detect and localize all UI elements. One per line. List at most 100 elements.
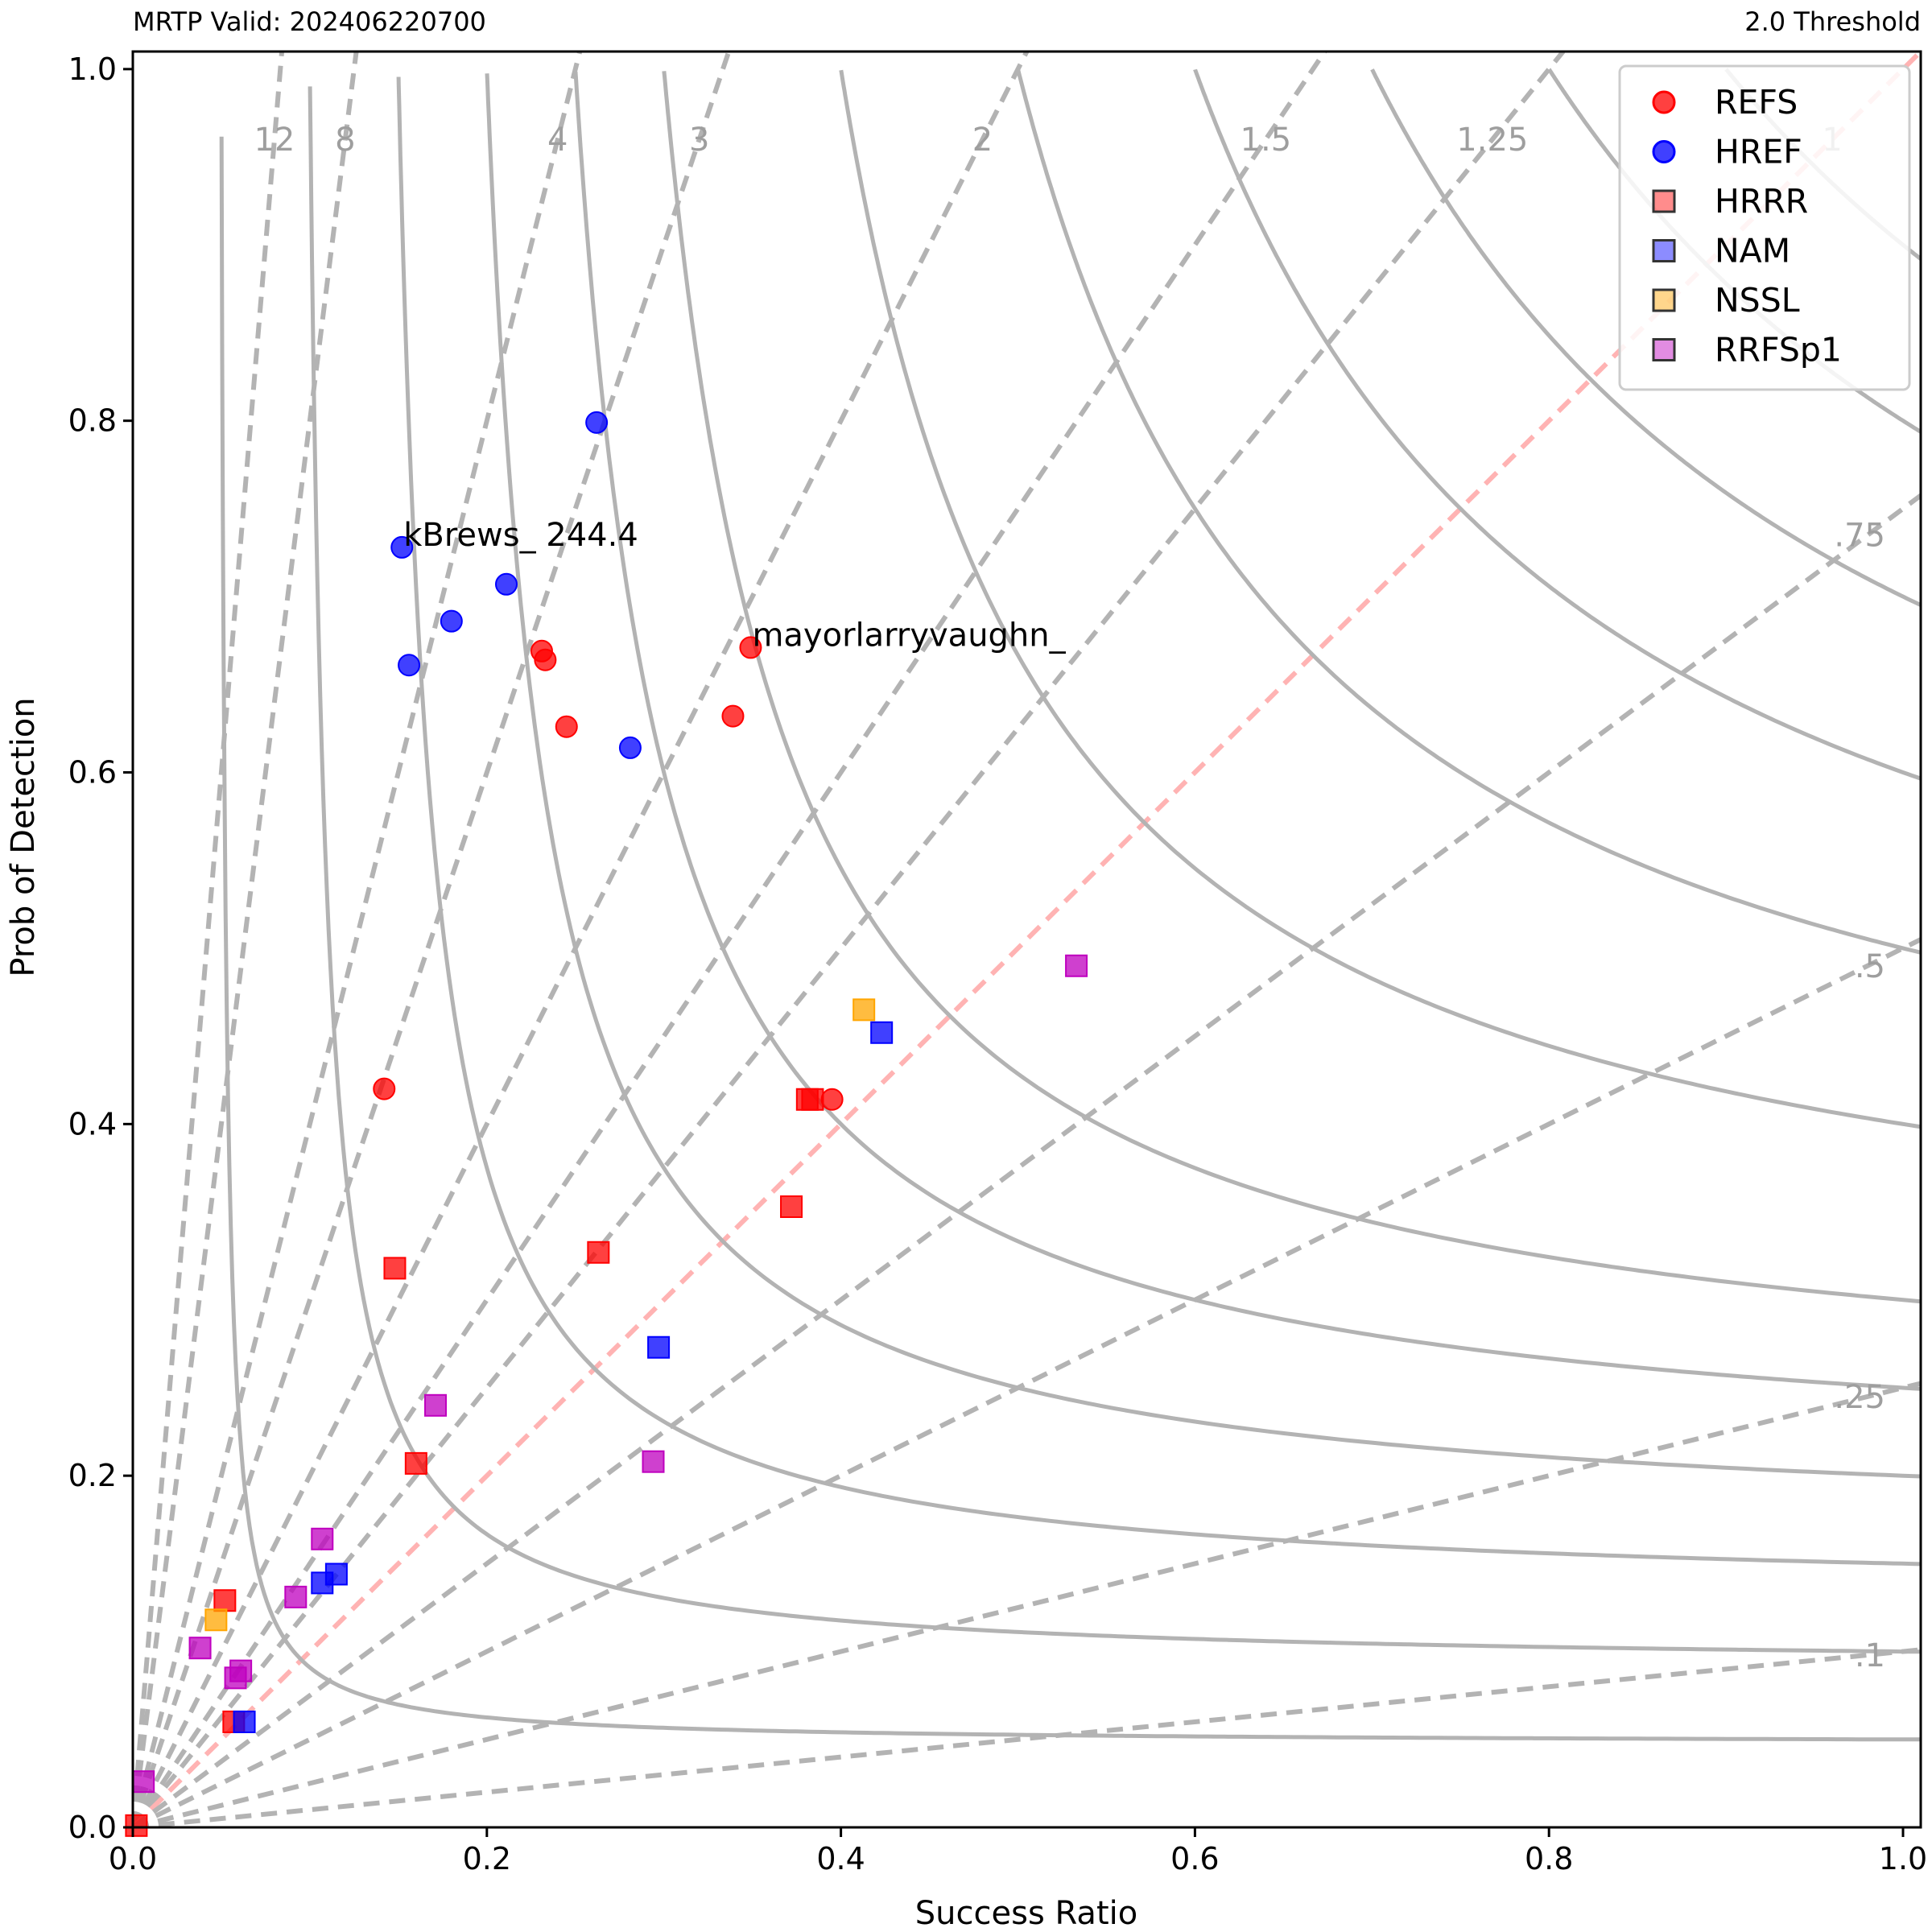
hrrr-point [213, 1589, 237, 1612]
bias-label-3: 3 [689, 122, 709, 159]
data-points [125, 411, 1088, 1837]
refs-point [534, 648, 557, 671]
legend-label-rrfsp1: RRFSp1 [1715, 331, 1842, 369]
bias-label-1p25: 1.25 [1456, 122, 1528, 159]
y-tick-label: 0.4 [68, 1106, 117, 1141]
x-tick-label: 0.6 [1170, 1841, 1219, 1876]
legend-label-nam: NAM [1715, 232, 1790, 270]
href-point [398, 654, 421, 677]
axes: 0.0 0.2 0.4 0.6 0.8 1.0 0.0 0.2 0.4 0.6 0.8 1.0 [68, 50, 1927, 1876]
csi-contour-0p2 [485, 73, 1921, 1479]
bias-line-2 [133, 52, 1030, 1827]
rrfsp1-point [1065, 954, 1088, 977]
legend-box [1618, 64, 1911, 391]
csi-contour-0p6 [1193, 68, 1921, 781]
y-tick-label: 1.0 [68, 52, 117, 87]
x-tick-label: 0.0 [109, 1841, 157, 1876]
bias-line-8 [133, 52, 359, 1827]
plot-frame [131, 50, 1922, 1829]
bias-label-2: 2 [972, 122, 993, 159]
rrfsp1-point [311, 1527, 334, 1550]
refs-point [373, 1077, 396, 1100]
annotations: kBrews_ 244.4 mayorlarryvaughn_ [403, 517, 1066, 654]
bias-lines [133, 52, 1921, 1827]
y-tick-label: 0.6 [68, 755, 117, 791]
csi-contour-0p1 [308, 86, 1921, 1654]
href-point [494, 572, 518, 596]
rrfsp1-point [132, 1770, 155, 1794]
legend-marker-href [1652, 140, 1676, 163]
nam-point [647, 1335, 671, 1359]
bias-line-4 [133, 52, 583, 1827]
nssl-point [204, 1608, 228, 1632]
bias-line-1p25 [133, 52, 1566, 1827]
refs-point [555, 715, 578, 738]
hrrr-point [780, 1195, 803, 1218]
legend-label-href: HREF [1715, 133, 1802, 171]
title-left: MRTP Valid: 202406220700 [133, 6, 486, 37]
legend-marker-hrrr [1652, 189, 1676, 213]
legend-label-refs: REFS [1715, 83, 1798, 122]
legend: REFS HREF HRRR NAM NSSL RRFSp1 [1618, 64, 1911, 391]
legend-marker-rrfsp1 [1652, 338, 1676, 361]
nam-point [233, 1710, 256, 1733]
x-axis-label: Success Ratio [915, 1895, 1137, 1932]
hrrr-point [587, 1241, 610, 1264]
y-tick-label: 0.8 [68, 403, 117, 439]
href-point [585, 411, 609, 434]
refs-point [820, 1088, 844, 1111]
rrfsp1-point [284, 1585, 308, 1608]
refs-point [739, 636, 762, 659]
bias-label-p75: .75 [1834, 518, 1885, 555]
bias-label-p1: .1 [1855, 1637, 1885, 1674]
bias-line-p5 [133, 937, 1921, 1827]
bias-label-p5: .5 [1855, 948, 1885, 985]
bias-label-p25: .25 [1834, 1379, 1885, 1416]
title-right: 2.0 Threshold [1744, 6, 1921, 37]
bias-line-p75 [133, 493, 1921, 1827]
href-point [440, 609, 463, 633]
bias-label-12: 12 [254, 122, 295, 159]
csi-contour-0p5 [1016, 68, 1921, 955]
bias-label-1p5: 1.5 [1241, 122, 1292, 159]
legend-marker-refs [1652, 90, 1676, 114]
rrfsp1-point [642, 1450, 665, 1473]
csi-contour-0p15 [396, 76, 1921, 1567]
point-annotation: mayorlarryvaughn_ [752, 617, 1066, 654]
rrfsp1-point [424, 1393, 448, 1417]
x-tick-label: 1.0 [1879, 1841, 1927, 1876]
href-point [618, 736, 642, 759]
bias-label-4: 4 [547, 122, 568, 159]
bias-line-1p5 [133, 52, 1327, 1827]
csi-contour-0p3 [662, 71, 1921, 1304]
hrrr-point [383, 1257, 407, 1280]
y-axis-label: Prob of Detection [5, 697, 42, 976]
nssl-point [852, 998, 876, 1022]
rrfsp1-point [224, 1666, 247, 1690]
hrrr-point [125, 1814, 148, 1837]
x-tick-label: 0.8 [1525, 1841, 1573, 1876]
legend-marker-nam [1652, 239, 1676, 262]
y-tick-label: 0.0 [68, 1810, 117, 1845]
nam-point [311, 1571, 334, 1595]
csi-contour-0p25 [573, 72, 1921, 1391]
nam-point [870, 1021, 894, 1044]
href-point [390, 535, 414, 559]
bias-line-3 [133, 52, 732, 1827]
bias-label-8: 8 [335, 122, 355, 159]
y-tick-label: 0.2 [68, 1458, 117, 1493]
legend-marker-nssl [1652, 288, 1676, 312]
csi-contour-0p4 [839, 69, 1921, 1129]
hrrr-point [801, 1088, 824, 1111]
bias-line-12 [133, 52, 285, 1827]
legend-label-nssl: NSSL [1715, 281, 1800, 320]
bias-line-p25 [133, 1381, 1921, 1827]
point-annotation: kBrews_ 244.4 [403, 517, 638, 554]
legend-label-hrrr: HRRR [1715, 182, 1808, 221]
refs-point [721, 704, 745, 728]
bias-line-p1 [133, 1647, 1921, 1827]
rrfsp1-point [188, 1637, 212, 1660]
x-tick-label: 0.4 [816, 1841, 865, 1876]
